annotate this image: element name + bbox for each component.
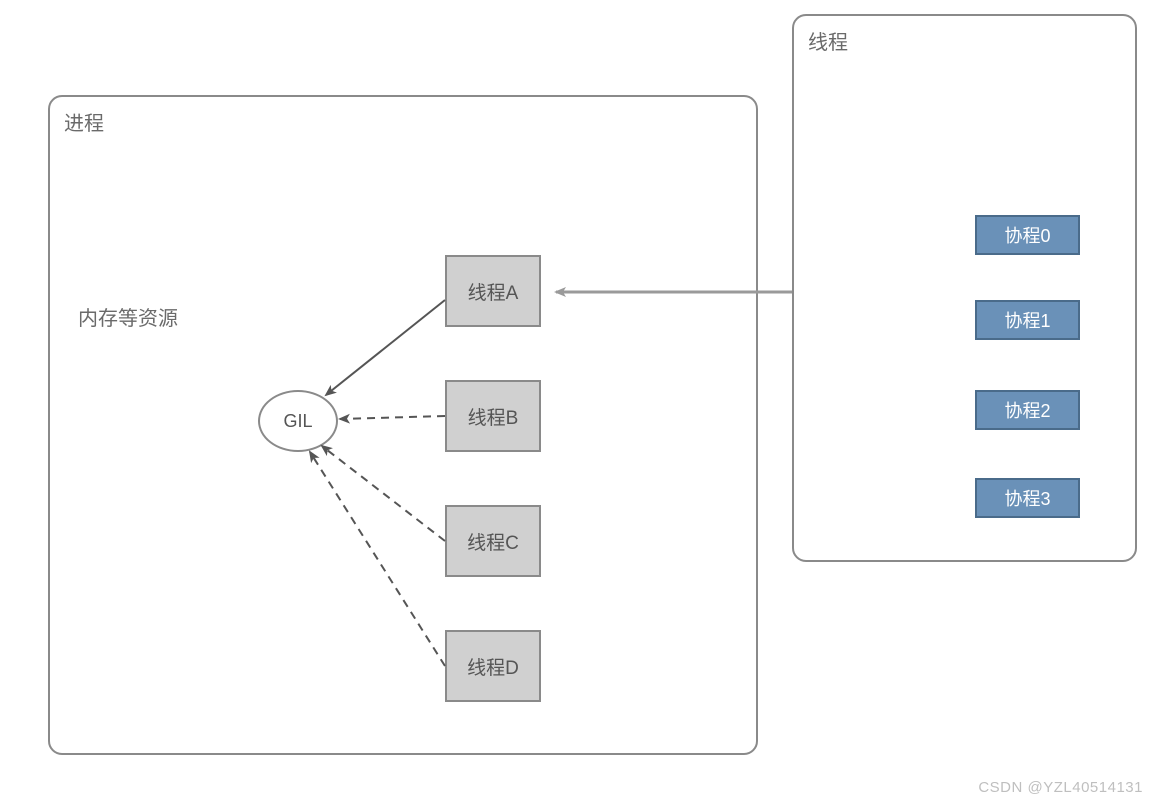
- thread-container: 线程: [792, 14, 1137, 562]
- gil-label: GIL: [283, 411, 312, 432]
- thread-node-d: 线程D: [445, 630, 541, 702]
- process-container: 进程: [48, 95, 758, 755]
- thread-node-b: 线程B: [445, 380, 541, 452]
- coroutine-1-label: 协程1: [1004, 307, 1050, 333]
- thread-node-c: 线程C: [445, 505, 541, 577]
- thread-b-label: 线程B: [468, 403, 519, 430]
- process-label: 进程: [64, 107, 104, 136]
- thread-node-a: 线程A: [445, 255, 541, 327]
- gil-node: GIL: [258, 390, 338, 452]
- coroutine-node-3: 协程3: [975, 478, 1080, 518]
- coroutine-node-1: 协程1: [975, 300, 1080, 340]
- watermark: CSDN @YZL40514131: [978, 779, 1143, 796]
- coroutine-3-label: 协程3: [1004, 485, 1050, 511]
- memory-label: 内存等资源: [78, 302, 178, 331]
- coroutine-node-0: 协程0: [975, 215, 1080, 255]
- coroutine-2-label: 协程2: [1004, 397, 1050, 423]
- thread-container-label: 线程: [808, 26, 848, 55]
- thread-c-label: 线程C: [467, 528, 519, 555]
- coroutine-0-label: 协程0: [1004, 222, 1050, 248]
- coroutine-node-2: 协程2: [975, 390, 1080, 430]
- thread-d-label: 线程D: [467, 653, 519, 680]
- thread-a-label: 线程A: [468, 278, 519, 305]
